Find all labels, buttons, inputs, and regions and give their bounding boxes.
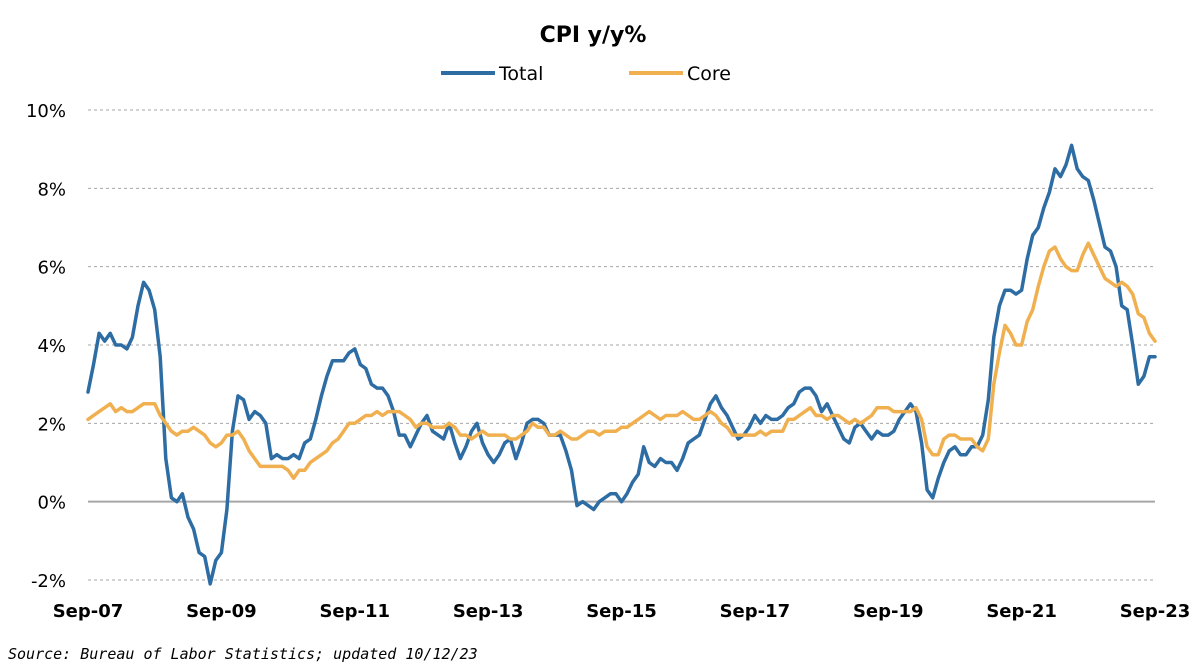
x-axis: Sep-07 Sep-09 Sep-11 Sep-13 Sep-15 Sep-17 Sep-… [53,601,1191,622]
legend-item-total: Total [441,63,543,85]
y-axis: 10% 8% 6% 4% 2% 0% -2% [26,101,66,592]
x-tick-label-sep-07: Sep-07 [53,601,124,622]
y-tick-label-0: 0% [37,493,66,514]
series-line-total [86,143,1157,586]
y-tick-label-10: 10% [26,101,66,122]
x-tick-label-sep-09: Sep-09 [186,601,257,622]
gridlines [88,109,1155,581]
x-tick-label-sep-13: Sep-13 [453,601,524,622]
x-tick-label-sep-19: Sep-19 [853,601,924,622]
x-tick-label-sep-21: Sep-21 [986,601,1057,622]
series-layer [86,143,1157,586]
x-tick-label-sep-11: Sep-11 [319,601,390,622]
series-line-core [86,241,1157,480]
y-tick-label-6: 6% [37,258,66,279]
y-tick-label-8: 8% [37,179,66,200]
source-note: Source: Bureau of Labor Statistics; upda… [8,645,478,663]
x-tick-label-sep-17: Sep-17 [720,601,791,622]
x-tick-label-sep-15: Sep-15 [586,601,657,622]
chart-title: CPI y/y% [540,23,647,48]
y-tick-label-2: -2% [31,571,66,592]
y-tick-label-2: 2% [37,414,66,435]
legend-item-core: Core [629,63,731,85]
legend-label-core: Core [687,63,731,85]
x-tick-label-sep-23: Sep-23 [1120,601,1191,622]
legend: Total Core [441,63,731,85]
legend-label-total: Total [498,63,543,85]
y-tick-label-4: 4% [37,336,66,357]
